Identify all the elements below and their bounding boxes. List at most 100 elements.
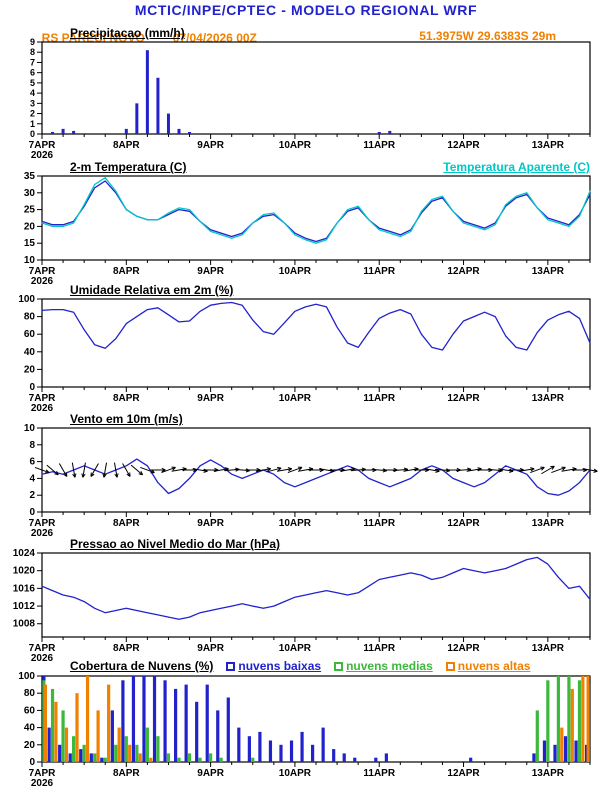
- panel-title-precipitation: Precipitacao (mm/h): [70, 26, 185, 40]
- svg-text:12APR: 12APR: [447, 518, 480, 529]
- svg-text:13APR: 13APR: [532, 768, 565, 779]
- svg-text:80: 80: [24, 688, 36, 699]
- svg-text:9APR: 9APR: [197, 140, 224, 151]
- svg-text:1016: 1016: [13, 583, 36, 594]
- svg-text:60: 60: [24, 329, 36, 340]
- svg-text:2026: 2026: [31, 653, 54, 664]
- svg-text:8APR: 8APR: [113, 140, 140, 151]
- svg-text:12APR: 12APR: [447, 393, 480, 404]
- svg-text:12APR: 12APR: [447, 768, 480, 779]
- panel-title-humidity: Umidade Relativa em 2m (%): [70, 283, 234, 297]
- svg-text:10: 10: [24, 423, 36, 434]
- svg-text:30: 30: [24, 188, 36, 199]
- panel-title-clouds: Cobertura de Nuvens (%): [70, 659, 214, 673]
- legend-high-clouds: nuvens altas: [445, 659, 531, 673]
- svg-text:9APR: 9APR: [197, 643, 224, 654]
- svg-text:20: 20: [24, 740, 36, 751]
- svg-text:12APR: 12APR: [447, 140, 480, 151]
- svg-text:20: 20: [24, 221, 36, 232]
- svg-text:40: 40: [24, 347, 36, 358]
- svg-text:2026: 2026: [31, 403, 54, 414]
- station-coordinates: 51.3975W 29.6383S 29m: [419, 29, 556, 43]
- svg-text:4: 4: [29, 473, 35, 484]
- svg-text:25: 25: [24, 205, 36, 216]
- svg-text:2026: 2026: [31, 150, 54, 161]
- svg-text:12APR: 12APR: [447, 643, 480, 654]
- svg-text:100: 100: [18, 671, 35, 682]
- svg-text:7APR: 7APR: [29, 768, 56, 779]
- svg-text:9APR: 9APR: [197, 768, 224, 779]
- svg-text:9APR: 9APR: [197, 518, 224, 529]
- svg-text:0: 0: [29, 507, 35, 518]
- svg-text:7APR: 7APR: [29, 140, 56, 151]
- svg-text:1: 1: [30, 119, 35, 129]
- svg-text:0: 0: [30, 129, 35, 139]
- svg-text:2: 2: [29, 490, 35, 501]
- svg-text:11APR: 11APR: [363, 393, 395, 404]
- svg-text:13APR: 13APR: [532, 393, 565, 404]
- svg-text:13APR: 13APR: [532, 266, 565, 277]
- svg-text:8APR: 8APR: [113, 518, 140, 529]
- svg-text:60: 60: [24, 705, 36, 716]
- legend-mid-clouds: nuvens medias: [334, 659, 433, 673]
- legend-low-clouds: nuvens baixas: [226, 659, 321, 673]
- svg-text:3: 3: [30, 98, 35, 108]
- svg-text:8: 8: [30, 47, 35, 57]
- svg-text:4: 4: [30, 88, 35, 98]
- svg-text:10APR: 10APR: [279, 140, 312, 151]
- legend-swatch-high-clouds-icon: [445, 661, 455, 671]
- svg-text:6: 6: [29, 457, 35, 468]
- svg-text:8APR: 8APR: [113, 643, 140, 654]
- svg-text:1020: 1020: [13, 566, 36, 577]
- svg-text:15: 15: [24, 238, 36, 249]
- svg-text:20: 20: [24, 364, 36, 375]
- svg-text:13APR: 13APR: [532, 518, 565, 529]
- svg-text:11APR: 11APR: [363, 140, 395, 151]
- svg-text:11APR: 11APR: [363, 266, 395, 277]
- legend-label-high-clouds: nuvens altas: [457, 659, 531, 673]
- svg-text:7APR: 7APR: [29, 643, 56, 654]
- svg-text:2026: 2026: [31, 528, 54, 539]
- svg-text:12APR: 12APR: [447, 266, 480, 277]
- page-title: MCTIC/INPE/CPTEC - MODELO REGIONAL WRF: [134, 2, 478, 18]
- legend-label-mid-clouds: nuvens medias: [346, 659, 433, 673]
- clouds-title-row: Cobertura de Nuvens (%) nuvens baixas nu…: [70, 659, 530, 673]
- panel-title-temperature: 2-m Temperatura (C): [70, 160, 187, 174]
- svg-text:6: 6: [30, 68, 35, 78]
- svg-text:1008: 1008: [13, 619, 36, 630]
- svg-text:11APR: 11APR: [363, 643, 395, 654]
- legend-swatch-low-clouds-icon: [226, 661, 236, 671]
- legend-label-low-clouds: nuvens baixas: [238, 659, 322, 673]
- svg-text:80: 80: [24, 312, 36, 323]
- svg-text:7: 7: [30, 57, 35, 67]
- svg-text:5: 5: [30, 78, 35, 88]
- svg-text:0: 0: [29, 382, 35, 393]
- svg-text:10APR: 10APR: [279, 518, 312, 529]
- svg-text:7APR: 7APR: [29, 518, 56, 529]
- panel-title-wind: Vento em 10m (m/s): [70, 412, 183, 426]
- svg-text:100: 100: [18, 294, 35, 305]
- svg-text:10APR: 10APR: [279, 643, 312, 654]
- svg-text:1024: 1024: [13, 548, 36, 559]
- svg-text:7APR: 7APR: [29, 266, 56, 277]
- svg-text:8APR: 8APR: [113, 768, 140, 779]
- svg-text:2026: 2026: [31, 778, 54, 789]
- svg-text:11APR: 11APR: [363, 768, 395, 779]
- svg-text:9APR: 9APR: [197, 266, 224, 277]
- svg-text:10APR: 10APR: [279, 393, 312, 404]
- svg-text:0: 0: [29, 757, 35, 768]
- svg-text:13APR: 13APR: [532, 140, 565, 151]
- svg-text:10: 10: [24, 255, 36, 266]
- svg-text:40: 40: [24, 723, 36, 734]
- svg-text:10APR: 10APR: [279, 266, 312, 277]
- svg-text:10APR: 10APR: [279, 768, 312, 779]
- svg-text:35: 35: [24, 171, 36, 182]
- svg-text:13APR: 13APR: [532, 643, 565, 654]
